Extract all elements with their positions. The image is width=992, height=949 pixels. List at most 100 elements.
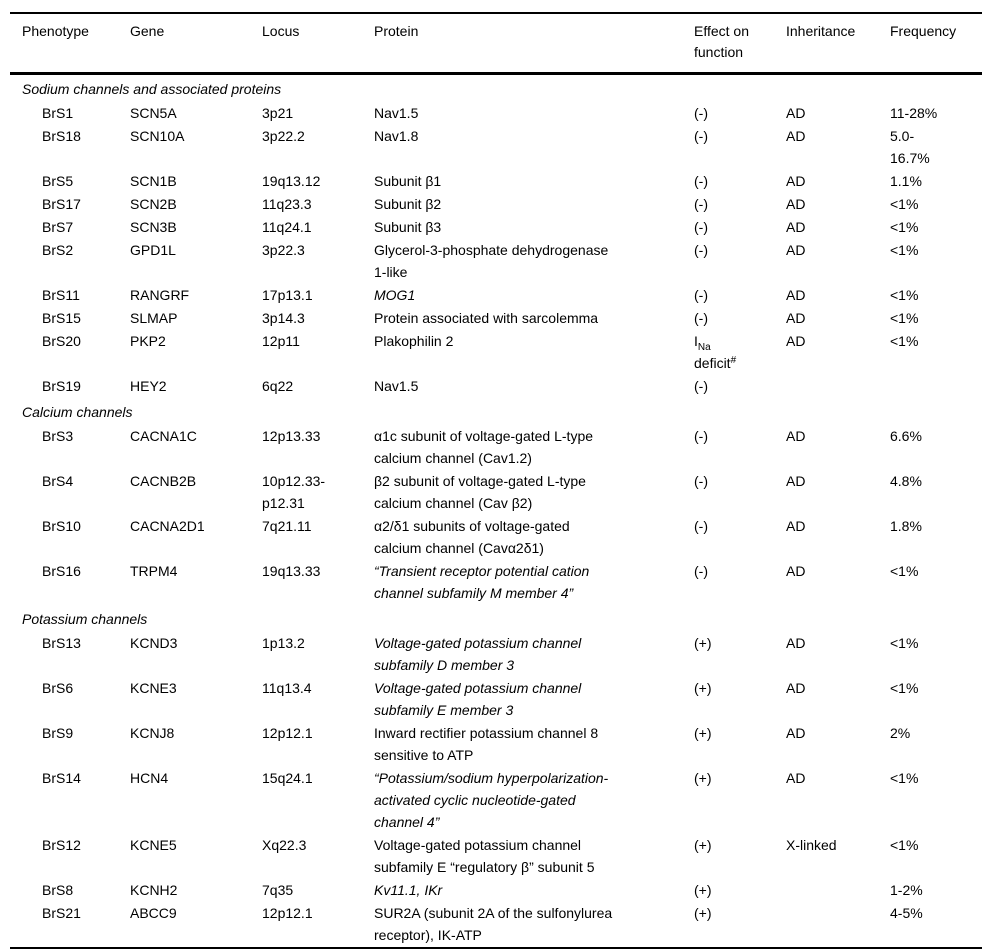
gene-cell: CACNA2D1	[130, 518, 205, 534]
phenotype-cell: BrS7	[42, 219, 74, 235]
effect-cell: (+)	[694, 837, 712, 853]
inheritance-cell: AD	[786, 725, 806, 741]
table-row: BrS17 SCN2B 11q23.3 Subunit β2 (-) AD <1%	[10, 193, 982, 216]
effect-cell: (-)	[694, 173, 708, 189]
gene-cell: HCN4	[130, 770, 169, 786]
section-title: Calcium channels	[22, 404, 133, 420]
protein-cell: Subunit β3	[374, 219, 442, 235]
protein-cell: “Potassium/sodium hyperpolarization- act…	[374, 770, 609, 830]
column-header-gene: Gene	[130, 23, 165, 39]
gene-cell: SCN2B	[130, 196, 177, 212]
phenotype-cell: BrS16	[42, 563, 81, 579]
locus-cell: 12p13.33	[262, 428, 321, 444]
phenotype-cell: BrS12	[42, 837, 81, 853]
effect-cell: (-)	[694, 105, 708, 121]
locus-cell: 3p21	[262, 105, 294, 121]
locus-cell: 12p11	[262, 333, 300, 349]
effect-cell: (-)	[694, 563, 708, 579]
effect-cell: (-)	[694, 242, 708, 258]
inheritance-cell: AD	[786, 196, 806, 212]
protein-cell: Protein associated with sarcolemma	[374, 310, 599, 326]
phenotype-cell: BrS4	[42, 473, 74, 489]
frequency-cell: <1%	[890, 287, 919, 303]
locus-cell: 6q22	[262, 378, 294, 394]
gene-cell: CACNA1C	[130, 428, 197, 444]
column-header-effect-on-function: Effect on function	[694, 23, 750, 60]
table-row: BrS14 HCN4 15q24.1 “Potassium/sodium hyperp…	[10, 767, 982, 834]
phenotype-cell: BrS14	[42, 770, 81, 786]
gene-cell: KCNE3	[130, 680, 177, 696]
inheritance-cell: AD	[786, 473, 806, 489]
inheritance-cell	[786, 879, 890, 902]
table-row: BrS5 SCN1B 19q13.12 Subunit β1 (-) AD 1.1%	[10, 170, 982, 193]
inheritance-cell: AD	[786, 770, 806, 786]
effect-superscript: #	[730, 355, 737, 366]
frequency-cell: 5.0- 16.7%	[890, 128, 930, 166]
protein-cell: Kv11.1, IKr	[374, 882, 443, 898]
section-title-row: Sodium channels and associated proteins	[10, 74, 982, 103]
effect-cell: (-)	[694, 219, 708, 235]
protein-cell: β2 subunit of voltage-gated L-type calci…	[374, 473, 586, 511]
inheritance-cell: AD	[786, 428, 806, 444]
protein-cell: Glycerol-3-phosphate dehydrogenase 1-lik…	[374, 242, 609, 280]
effect-cell: (+)	[694, 635, 712, 651]
frequency-cell: <1%	[890, 563, 919, 579]
locus-cell: 17p13.1	[262, 287, 313, 303]
protein-cell: Nav1.8	[374, 128, 419, 144]
phenotype-cell: BrS8	[42, 882, 74, 898]
gene-cell: KCNE5	[130, 837, 177, 853]
effect-cell: (-)	[694, 378, 708, 394]
frequency-cell: <1%	[890, 242, 919, 258]
table-row: BrS6 KCNE3 11q13.4 Voltage-gated potassium …	[10, 677, 982, 722]
protein-cell: Subunit β1	[374, 173, 442, 189]
frequency-cell: <1%	[890, 680, 919, 696]
protein-cell: Subunit β2	[374, 196, 442, 212]
table-row: BrS21 ABCC9 12p12.1 SUR2A (subunit 2A of th…	[10, 902, 982, 948]
protein-cell: Voltage-gated potassium channel subfamil…	[374, 680, 582, 718]
phenotype-cell: BrS18	[42, 128, 81, 144]
table-row: BrS9 KCNJ8 12p12.1 Inward rectifier potassi…	[10, 722, 982, 767]
table-row: BrS20 PKP2 12p11 Plakophilin 2 INa deficit# A…	[10, 330, 982, 375]
gene-cell: SCN5A	[130, 105, 177, 121]
frequency-cell: 11-28%	[890, 105, 938, 121]
gene-cell: TRPM4	[130, 563, 178, 579]
table-row: BrS13 KCND3 1p13.2 Voltage-gated potassium …	[10, 632, 982, 677]
frequency-cell	[890, 375, 982, 398]
effect-cell: (-)	[694, 428, 708, 444]
locus-cell: 10p12.33- p12.31	[262, 473, 326, 511]
protein-cell: Voltage-gated potassium channel subfamil…	[374, 837, 595, 875]
protein-cell: SUR2A (subunit 2A of the sulfonylurea re…	[374, 905, 613, 943]
phenotype-cell: BrS13	[42, 635, 81, 651]
table-row: BrS19 HEY2 6q22 Nav1.5 (-)	[10, 375, 982, 398]
phenotype-cell: BrS17	[42, 196, 81, 212]
locus-cell: 19q13.33	[262, 563, 321, 579]
gene-cell: KCNJ8	[130, 725, 175, 741]
inheritance-cell: AD	[786, 105, 806, 121]
inheritance-cell: AD	[786, 310, 806, 326]
inheritance-cell: AD	[786, 219, 806, 235]
inheritance-cell: X-linked	[786, 837, 837, 853]
frequency-cell: 2%	[890, 725, 911, 741]
inheritance-cell	[786, 902, 890, 948]
frequency-cell: <1%	[890, 837, 919, 853]
effect-cell: (-)	[694, 287, 708, 303]
phenotype-cell: BrS10	[42, 518, 81, 534]
table-row: BrS1 SCN5A 3p21 Nav1.5 (-) AD 11-28%	[10, 102, 982, 125]
phenotype-cell: BrS6	[42, 680, 74, 696]
phenotype-cell: BrS5	[42, 173, 74, 189]
inheritance-cell: AD	[786, 242, 806, 258]
effect-cell: INa deficit#	[694, 333, 737, 371]
locus-cell: 11q24.1	[262, 219, 312, 235]
gene-cell: SCN10A	[130, 128, 185, 144]
table-row: BrS15 SLMAP 3p14.3 Protein associated with …	[10, 307, 982, 330]
gene-cell: SCN3B	[130, 219, 177, 235]
section-title-row: Potassium channels	[10, 605, 982, 632]
table-row: BrS2 GPD1L 3p22.3 Glycerol-3-phosphate dehy…	[10, 239, 982, 284]
phenotype-cell: BrS2	[42, 242, 74, 258]
phenotype-cell: BrS1	[42, 105, 74, 121]
frequency-cell: <1%	[890, 310, 919, 326]
protein-cell: Nav1.5	[374, 378, 419, 394]
locus-cell: 3p22.2	[262, 128, 305, 144]
locus-cell: 7q35	[262, 882, 294, 898]
protein-cell: “Transient receptor potential cation cha…	[374, 563, 590, 601]
